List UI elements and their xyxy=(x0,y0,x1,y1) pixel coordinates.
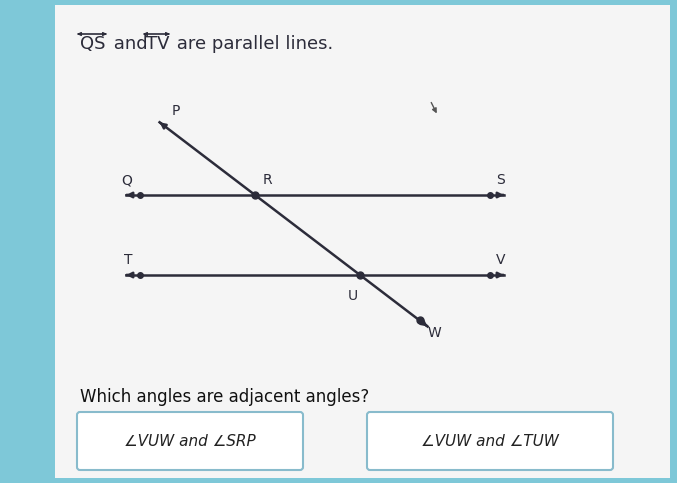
FancyBboxPatch shape xyxy=(77,412,303,470)
Text: V: V xyxy=(496,253,506,267)
FancyBboxPatch shape xyxy=(367,412,613,470)
Text: W: W xyxy=(428,327,441,341)
Text: QS: QS xyxy=(80,35,106,53)
Text: Which angles are adjacent angles?: Which angles are adjacent angles? xyxy=(80,388,369,406)
Text: U: U xyxy=(348,289,358,303)
Text: T: T xyxy=(123,253,132,267)
Text: ∠VUW and ∠SRP: ∠VUW and ∠SRP xyxy=(124,434,256,449)
Text: P: P xyxy=(171,104,180,118)
Text: are parallel lines.: are parallel lines. xyxy=(171,35,333,53)
Text: R: R xyxy=(263,173,273,187)
Text: and: and xyxy=(108,35,154,53)
Text: ∠VUW and ∠TUW: ∠VUW and ∠TUW xyxy=(421,434,559,449)
FancyBboxPatch shape xyxy=(55,5,670,478)
Text: TV: TV xyxy=(146,35,169,53)
Text: S: S xyxy=(496,173,505,187)
Text: Q: Q xyxy=(121,173,132,187)
